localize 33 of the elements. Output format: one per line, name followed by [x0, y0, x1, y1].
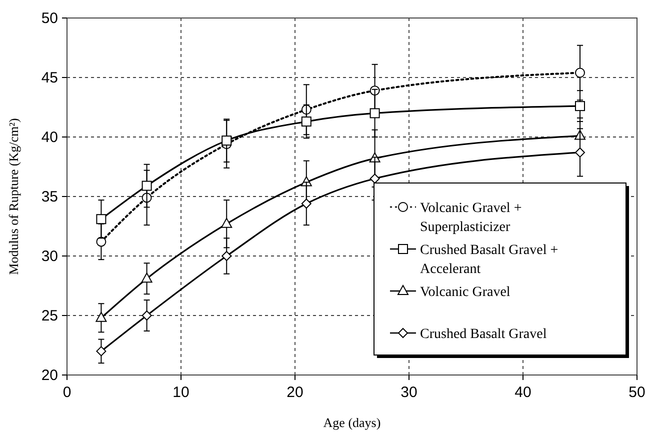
point: [142, 180, 152, 191]
point: [221, 218, 232, 228]
point: [142, 310, 152, 320]
x-tick-label: 30: [400, 384, 418, 401]
point: [301, 198, 312, 209]
legend-label: Crushed Basalt Gravel + Accelerant: [420, 243, 558, 277]
legend-label: Volcanic Gravel: [420, 285, 510, 300]
x-tick-label: 50: [628, 384, 646, 401]
x-tick-label: 40: [514, 384, 532, 401]
point: [370, 108, 380, 118]
y-tick-label: 20: [41, 367, 58, 384]
x-tick-label: 10: [172, 384, 190, 401]
legend-label: Crushed Basalt Gravel: [420, 327, 547, 342]
y-tick-label: 35: [41, 188, 58, 206]
point: [575, 147, 585, 158]
y-axis-title: Modulus of Rupture (Kg/cm²): [6, 118, 21, 275]
y-tick-label: 30: [41, 248, 58, 265]
legend-label: Volcanic Gravel + Superplasticizer: [420, 201, 522, 235]
y-tick-label: 25: [41, 308, 58, 324]
point: [96, 312, 107, 322]
point: [301, 116, 312, 127]
point: [222, 136, 232, 146]
point: [141, 272, 152, 283]
y-tick-label: 45: [41, 70, 58, 86]
x-tick-label: 0: [62, 384, 72, 401]
point: [575, 68, 585, 78]
point: [370, 174, 380, 184]
x-axis-title: Age (days): [323, 415, 381, 430]
y-tick-label: 50: [41, 10, 58, 27]
x-tick-label: 20: [286, 384, 304, 401]
point: [222, 251, 232, 261]
y-tick-label: 40: [41, 129, 58, 146]
point: [96, 346, 106, 356]
